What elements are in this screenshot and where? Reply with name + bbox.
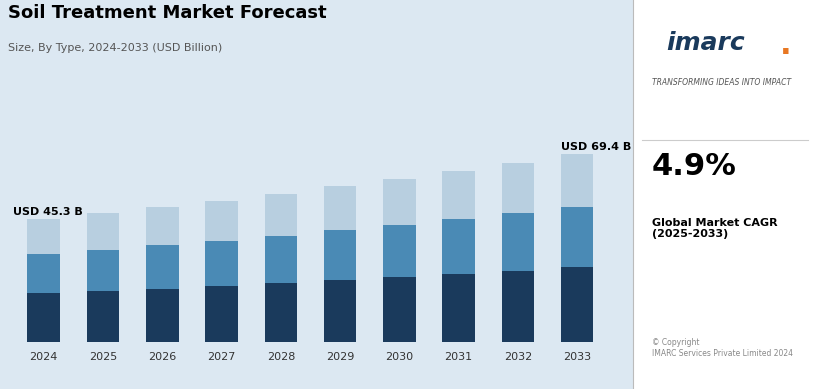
Bar bbox=[561, 207, 593, 267]
Text: .: . bbox=[780, 31, 792, 60]
Bar bbox=[442, 274, 475, 342]
Bar bbox=[146, 207, 179, 245]
Text: 4.9%: 4.9% bbox=[652, 152, 736, 181]
Text: Size, By Type, 2024-2033 (USD Billion): Size, By Type, 2024-2033 (USD Billion) bbox=[8, 43, 222, 53]
Text: TRANSFORMING IDEAS INTO IMPACT: TRANSFORMING IDEAS INTO IMPACT bbox=[652, 78, 791, 87]
Bar bbox=[502, 271, 534, 342]
Bar bbox=[561, 154, 593, 207]
Bar bbox=[265, 236, 297, 283]
Bar bbox=[205, 201, 238, 240]
Text: imarc: imarc bbox=[667, 31, 745, 55]
Bar bbox=[561, 267, 593, 342]
Bar bbox=[324, 230, 356, 280]
Bar bbox=[87, 250, 119, 291]
Bar bbox=[205, 240, 238, 286]
Text: Soil Treatment Market Forecast: Soil Treatment Market Forecast bbox=[8, 4, 327, 22]
Bar bbox=[265, 283, 297, 342]
Bar bbox=[442, 219, 475, 274]
Bar bbox=[87, 291, 119, 342]
Bar bbox=[383, 277, 416, 342]
Bar bbox=[502, 213, 534, 271]
Bar bbox=[442, 171, 475, 219]
Bar bbox=[383, 225, 416, 277]
Bar bbox=[502, 163, 534, 213]
Bar bbox=[146, 245, 179, 289]
Bar bbox=[265, 194, 297, 236]
Bar bbox=[87, 213, 119, 250]
Text: USD 69.4 B: USD 69.4 B bbox=[561, 142, 632, 152]
Bar bbox=[28, 254, 60, 293]
Bar bbox=[205, 286, 238, 342]
Bar bbox=[324, 186, 356, 230]
Text: USD 45.3 B: USD 45.3 B bbox=[13, 207, 83, 217]
Text: Global Market CAGR
(2025-2033): Global Market CAGR (2025-2033) bbox=[652, 218, 777, 240]
Bar bbox=[28, 219, 60, 254]
Bar bbox=[146, 289, 179, 342]
Bar bbox=[28, 293, 60, 342]
Text: © Copyright
IMARC Services Private Limited 2024: © Copyright IMARC Services Private Limit… bbox=[652, 338, 792, 358]
Bar bbox=[324, 280, 356, 342]
Bar bbox=[383, 179, 416, 225]
